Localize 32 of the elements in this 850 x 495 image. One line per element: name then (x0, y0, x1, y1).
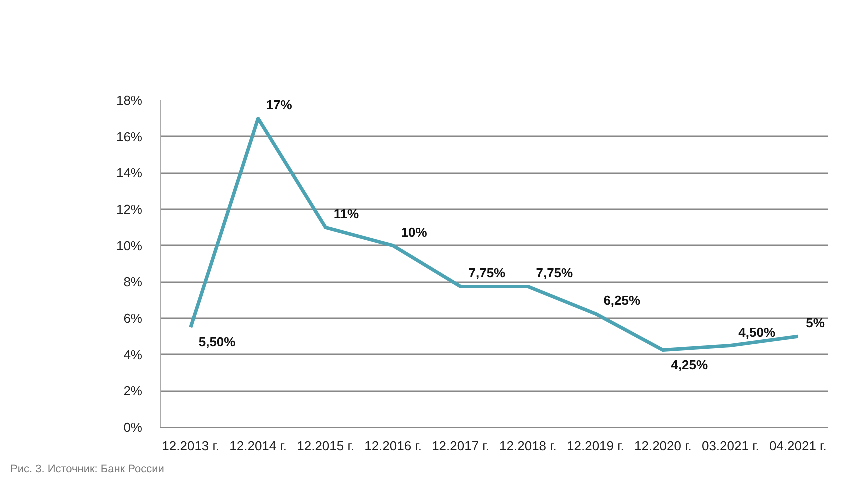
y-tick-label: 8% (124, 274, 143, 290)
x-tick-label: 12.2013 г. (162, 438, 220, 454)
y-tick-label: 0% (124, 420, 143, 435)
x-tick-label: 12.2014 г. (230, 438, 288, 454)
y-tick-label: 2% (124, 384, 143, 399)
data-label: 6,25% (604, 292, 642, 308)
y-tick-label: 4% (124, 347, 143, 362)
x-tick-label: 04.2021 г. (769, 438, 827, 454)
x-tick-label: 12.2019 г. (567, 438, 624, 454)
x-tick-label: 12.2016 г. (364, 438, 422, 454)
y-tick-label: 12% (116, 202, 143, 217)
data-label: 4,50% (738, 324, 776, 340)
x-tick-label: 12.2015 г. (297, 438, 355, 454)
x-tick-label: 12.2020 г. (634, 438, 692, 454)
x-tick-label: 12.2017 г. (432, 438, 490, 454)
data-label: 11% (334, 206, 360, 222)
data-label: 17% (266, 98, 293, 113)
line-series (189, 116, 800, 352)
data-label: 10% (401, 224, 428, 240)
y-tick-label: 6% (124, 311, 143, 326)
x-tick-label: 03.2021 г. (702, 438, 760, 454)
y-tick-label: 14% (116, 166, 143, 181)
data-label: 4,25% (671, 357, 708, 372)
y-tick-label: 10% (116, 238, 143, 254)
y-tick-label: 16% (116, 129, 143, 144)
data-label: 5,50% (198, 334, 236, 350)
x-tick-label: 12.2018 г. (500, 438, 557, 454)
data-label: 7,75% (536, 266, 574, 281)
data-label: 5% (806, 316, 826, 331)
y-tick-label: 18% (116, 93, 143, 108)
text: Рис. 3. Источник: Банк России (10, 464, 164, 476)
data-label: 7,75% (468, 266, 506, 281)
